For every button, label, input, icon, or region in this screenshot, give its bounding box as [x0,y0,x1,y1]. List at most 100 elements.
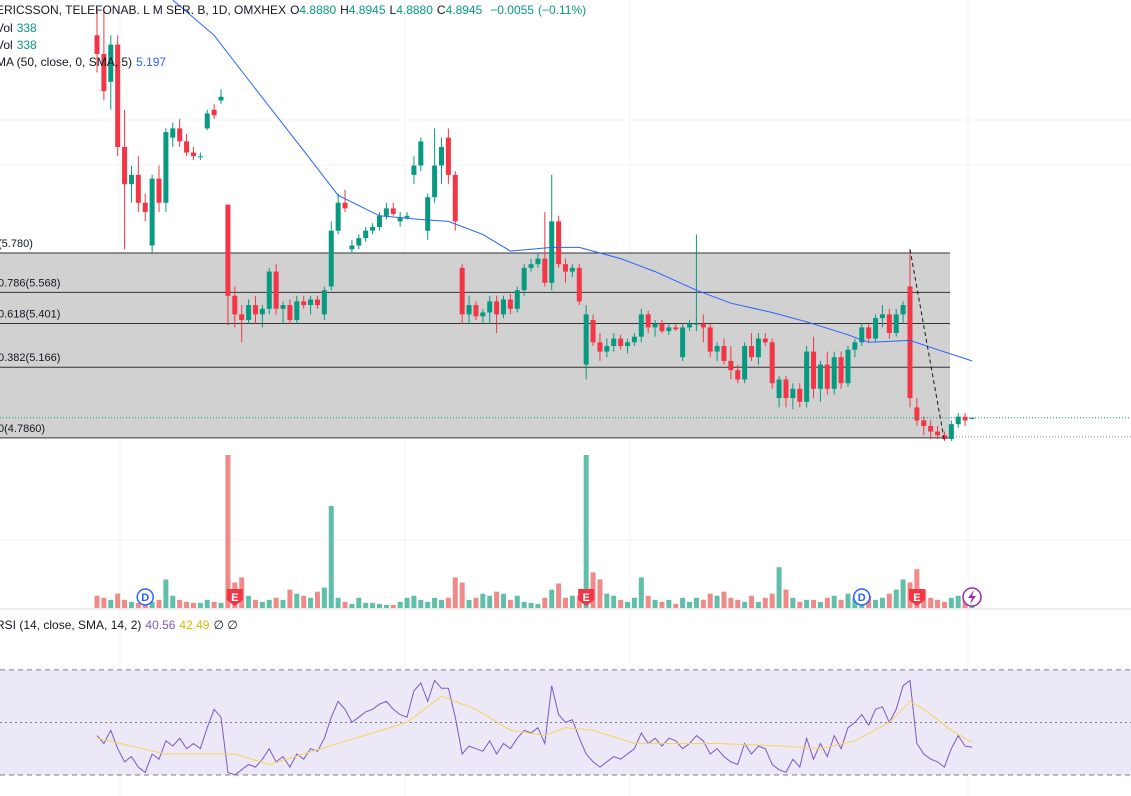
candle-body [962,416,968,421]
fib-label: 0.618(5.401) [0,308,60,320]
volume-bar [466,599,472,608]
volume-bar [259,601,265,608]
volume-bar [797,601,803,608]
volume-bar [459,582,465,608]
ma-legend: MA (50, close, 0, SMA, 5) 5.197 [0,54,170,70]
volume-bar [480,593,486,608]
volume-bar [425,601,431,608]
event-marker[interactable]: E [908,589,925,606]
candle-body [900,305,906,315]
volume-bar [197,602,203,608]
volume-bar [356,597,362,608]
volume-bar [314,591,320,608]
volume-legend: Vol338 [0,37,41,53]
volume-bar [294,593,300,608]
volume-bar [500,593,506,608]
candle-body [177,128,183,142]
flash-bolt [968,590,976,604]
event-marker[interactable]: E [226,589,243,606]
candle-body [742,346,748,380]
volume-bar [542,597,548,608]
candle-body [824,364,830,389]
event-marker[interactable]: D [136,588,154,606]
candle-body [500,299,506,315]
ohlc: O4.8880 H4.8945 L4.8880 C4.8945 [290,3,486,17]
candle-body [969,417,975,419]
ma-line [172,0,973,362]
volume-bar [308,597,314,608]
volume-bar [287,589,293,608]
candle-body [776,379,782,399]
event-icon [908,589,925,606]
ohlc-name: L [389,3,397,17]
volume-bar [452,577,458,608]
event-icon [226,589,243,606]
volume-bar [528,602,534,608]
volume-bar [604,593,610,608]
volume-bar [445,597,451,608]
rsi-sma-line [96,695,973,766]
volume-bar [418,599,424,608]
candle-body [666,327,672,332]
candle-body [128,174,134,185]
event-icon [853,588,871,606]
candle-body [404,215,410,218]
candle-body [707,327,713,352]
volume-bar [721,591,727,608]
candle-body [356,238,362,246]
candle-body [190,152,196,157]
candle-body [521,267,527,291]
candle-body [914,407,920,421]
volume-bar [390,604,396,608]
event-label: E [231,592,238,604]
candle-body [321,290,327,315]
volume-bar [693,597,699,608]
legend-name: Vol [0,38,13,52]
flash-icon[interactable] [962,587,982,607]
candle-body [879,314,885,319]
volume-bar [556,583,562,608]
candle-body [252,305,258,315]
volume-bar [673,603,679,608]
candle-body [328,230,334,287]
candle-body [487,301,493,313]
candle-body [866,327,872,339]
event-marker[interactable]: E [578,589,595,606]
candle-body [204,113,210,129]
ohlc-value: 4.8945 [348,3,386,17]
candle-body [273,271,279,309]
volume-bar [735,599,741,608]
volume-bar [700,599,706,608]
volume-bar [755,601,761,608]
volume-bar [831,595,837,608]
event-marker[interactable]: D [853,588,871,606]
volume-bar [370,602,376,608]
volume-bar [170,595,176,608]
candle-body [294,301,300,320]
volume-bar [714,595,720,608]
fib-zone [0,367,950,438]
candle-body [597,342,603,352]
volume-bar [115,593,121,608]
volume-bar [680,597,686,608]
candle-body [438,146,444,166]
volume-bar [521,601,527,608]
ohlc-value: 4.8945 [445,3,483,17]
candle-body [425,197,431,231]
fib-zone [0,323,950,368]
volume-bar [824,597,830,608]
candle-body [445,137,451,175]
candle-body [728,360,734,371]
candle-body [246,305,252,320]
volume-bar [879,597,885,608]
volume-bar [376,603,382,608]
candle-body [397,217,403,222]
legend-value: 40.56 [145,618,176,632]
candle-body [625,342,631,347]
event-label: E [913,592,920,604]
candle-body [804,351,810,402]
legend-name: Vol [0,21,13,35]
candle-body [239,314,245,320]
candle-body [466,305,472,315]
